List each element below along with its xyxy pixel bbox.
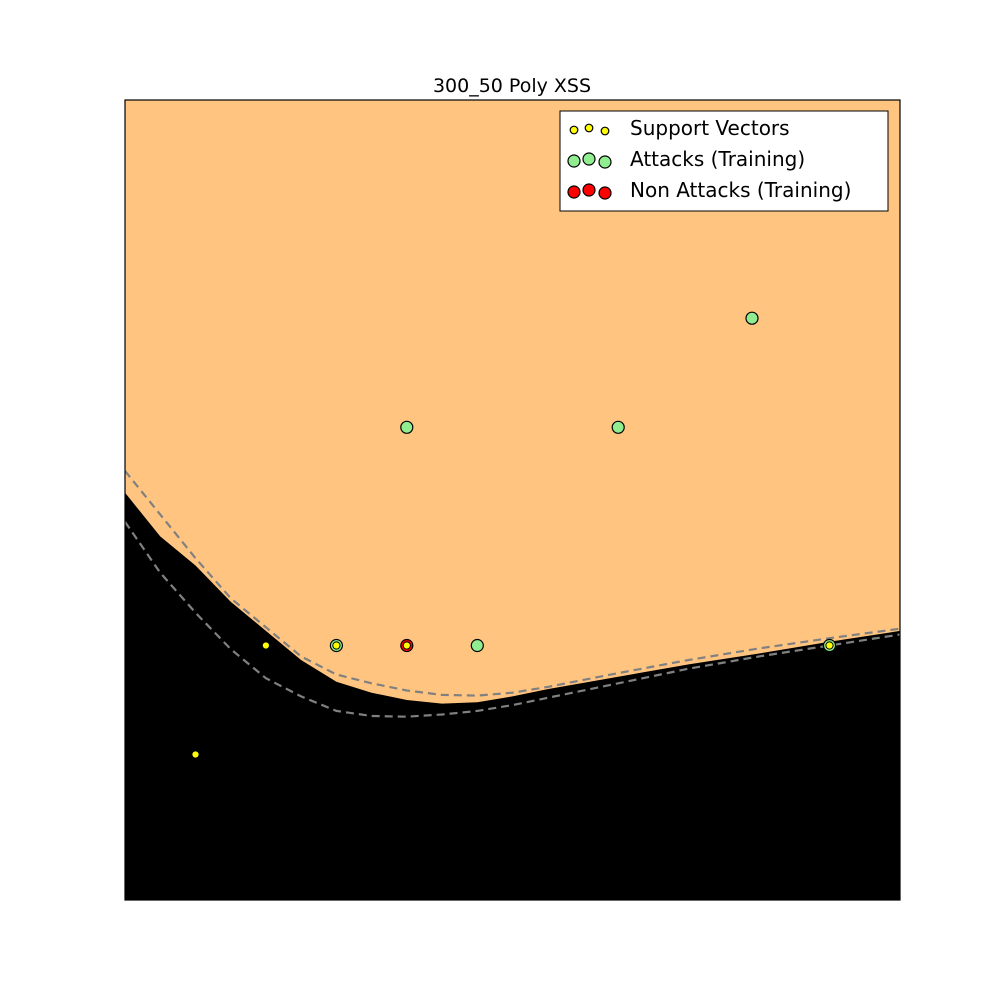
- legend-label-attacks: Attacks (Training): [630, 147, 805, 171]
- legend-marker-non-attacks: [567, 183, 612, 200]
- legend-marker-dot: [582, 152, 596, 166]
- legend-label-non-attacks: Non Attacks (Training): [630, 178, 851, 202]
- non-attack-region: [125, 492, 900, 900]
- support-vector-point: [191, 750, 200, 759]
- legend-box: [559, 110, 889, 212]
- plot-area: [125, 100, 900, 900]
- legend-marker-dot: [600, 126, 610, 136]
- legend-marker-dot: [567, 154, 581, 168]
- support-vector-point: [332, 641, 341, 650]
- attack-point: [745, 311, 759, 325]
- legend: Support Vectors Attacks (Training) Non A…: [559, 110, 889, 212]
- legend-marker-dot: [569, 125, 579, 135]
- legend-entry-attacks: Attacks (Training): [567, 147, 805, 171]
- attack-point: [400, 420, 414, 434]
- legend-marker-dot: [584, 123, 594, 133]
- legend-marker-dot: [582, 183, 596, 197]
- legend-label-support-vectors: Support Vectors: [630, 116, 790, 140]
- attack-point: [611, 420, 625, 434]
- legend-marker-dot: [598, 155, 612, 169]
- support-vector-point: [261, 641, 270, 650]
- margin-line-upper: [125, 470, 900, 697]
- plot-frame: [124, 99, 901, 901]
- legend-entry-support-vectors: Support Vectors: [569, 116, 790, 140]
- legend-marker-attacks: [567, 152, 612, 169]
- margin-line-lower: [125, 521, 900, 718]
- legend-entry-non-attacks: Non Attacks (Training): [567, 178, 851, 202]
- attack-point: [470, 638, 484, 653]
- legend-marker-dot: [598, 186, 612, 200]
- support-vector-point: [825, 641, 834, 650]
- data-points: [191, 311, 837, 759]
- chart-title: 300_50 Poly XSS: [433, 75, 591, 97]
- legend-marker-dot: [567, 185, 581, 199]
- legend-marker-support-vectors: [569, 123, 610, 136]
- support-vector-point: [402, 641, 411, 650]
